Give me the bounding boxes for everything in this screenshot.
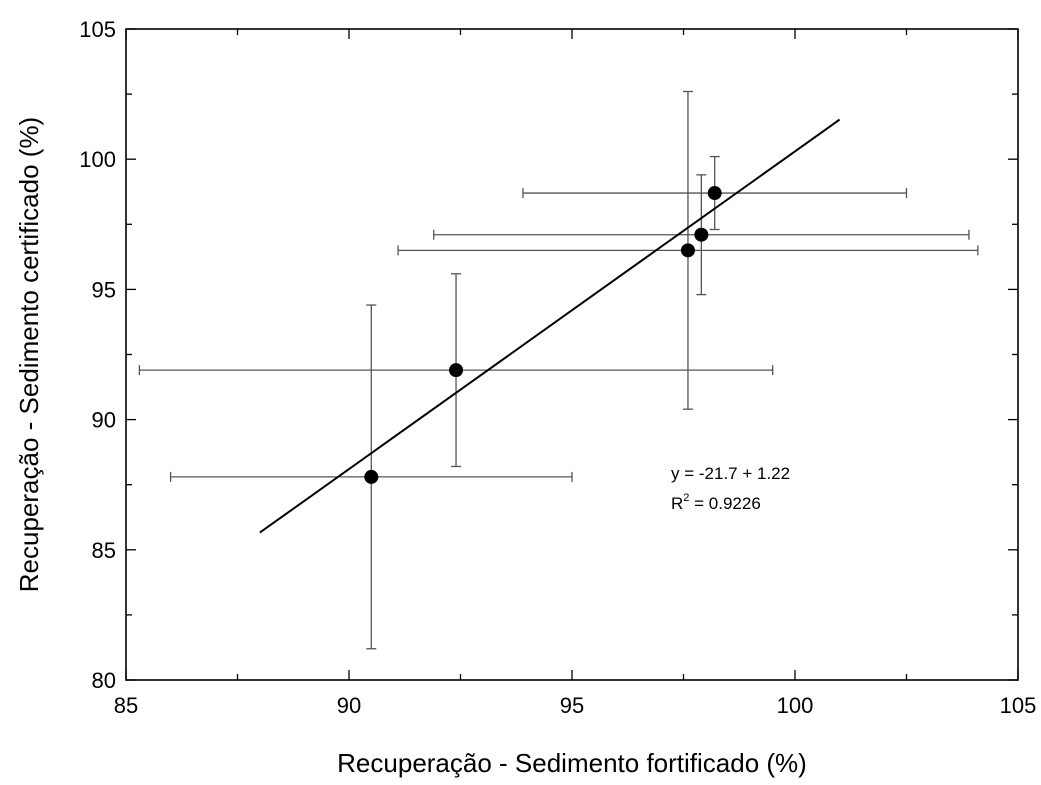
y-tick-label: 85 [92,538,116,563]
y-tick-label: 105 [79,17,116,42]
regression-line [259,118,841,534]
data-point [449,363,464,378]
x-tick-label: 100 [777,693,814,718]
x-tick-label: 105 [1000,693,1037,718]
data-point [364,469,379,484]
data-point [707,186,722,201]
r2-prefix: R [671,494,683,513]
x-tick-label: 85 [114,693,138,718]
y-tick-label: 80 [92,668,116,693]
data-point [680,243,695,258]
x-tick-label: 90 [337,693,361,718]
r2-value: = 0.9226 [689,494,760,513]
r-squared-label: R2 = 0.9226 [671,492,761,513]
x-tick-label: 95 [560,693,584,718]
regression-equation: y = -21.7 + 1.22 [671,464,790,483]
data-point [694,227,709,242]
y-axis-title: Recuperação - Sedimento certificado (%) [14,117,44,592]
y-tick-label: 90 [92,408,116,433]
y-tick-label: 100 [79,147,116,172]
y-tick-label: 95 [92,277,116,302]
plot-frame [125,28,1019,681]
r2-superscript: 2 [683,492,689,504]
x-axis-title: Recuperação - Sedimento fortificado (%) [337,748,807,778]
